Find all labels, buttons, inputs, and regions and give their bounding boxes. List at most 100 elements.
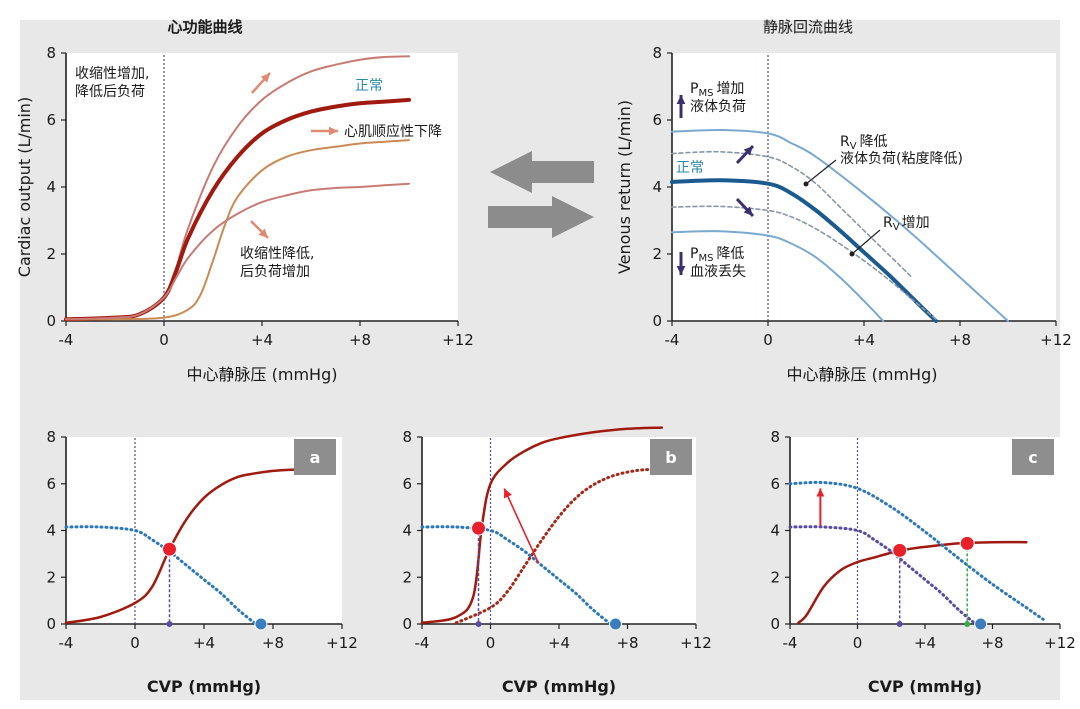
panel-b-cardiac-improved (420, 426, 664, 625)
y-tick-label-a: 8 (46, 428, 56, 446)
anno-increase-contractility-1: 收缩性增加, (75, 66, 149, 82)
x-tick-label-a: 0 (130, 634, 140, 652)
plot-bg-top-right (672, 53, 1056, 321)
anno-pms-increase: PMS 增加 (690, 81, 744, 99)
x-tick-label-top-left: -4 (59, 331, 74, 349)
y-tick-label-a: 0 (46, 615, 56, 633)
y-tick-label-top-left: 8 (46, 44, 56, 62)
panel-b-cardiac-baseline (454, 468, 664, 625)
y-tick-label-a: 6 (46, 475, 56, 493)
venous-curve-pms-decrease (671, 230, 885, 322)
y-tick-label-c: 2 (770, 568, 780, 586)
y-tick-label-top-right: 6 (652, 111, 662, 129)
x-tick-label-top-right: -4 (665, 331, 680, 349)
x-tick-label-c: +12 (1044, 634, 1076, 652)
panel-b-venous-curve (420, 525, 612, 626)
leader-rv-decrease (805, 159, 837, 185)
panel-c-pms-dot (974, 617, 988, 631)
anno-decrease-contractility-2: 后负荷增加 (240, 264, 310, 280)
panel-c-drop-point-new (964, 621, 971, 627)
x-tick-label-c: +8 (981, 634, 1003, 652)
panel-a-venous-curve (64, 525, 258, 626)
panel-badge-b (650, 439, 692, 475)
x-tick-label-c: -4 (783, 634, 798, 652)
arrow-pms-down-head (676, 265, 686, 275)
y-tick-label-a: 4 (46, 522, 56, 540)
xlabel-cvp-a: CVP (mmHg) (147, 677, 261, 696)
x-tick-label-a: +4 (193, 634, 215, 652)
panel-a-equilibrium-dot (162, 541, 177, 557)
x-tick-label-a: +8 (262, 634, 284, 652)
x-tick-label-c: +4 (914, 634, 936, 652)
x-tick-label-top-right: 0 (763, 331, 773, 349)
panel-a-cardiac-curve (64, 468, 309, 625)
xlabel-cvp-top-right: 中心静脉压 (mmHg) (787, 365, 938, 384)
panel-b-shift-arrow-shaft (503, 488, 540, 564)
ylabel-venous-return: Venous return (L/min) (615, 100, 634, 274)
arrow-pms-up-head (676, 95, 686, 105)
plot-bg-top-left (66, 53, 458, 321)
title-venous-return: 静脉回流曲线 (763, 18, 853, 36)
anno-rv-decrease: RV 降低 (840, 134, 888, 152)
y-tick-label-b: 6 (402, 475, 412, 493)
panel-b-drop-point (475, 621, 482, 627)
x-tick-label-b: -4 (415, 634, 430, 652)
arrow-decrease-head (258, 228, 268, 238)
xlabel-cvp-b: CVP (mmHg) (502, 677, 616, 696)
y-tick-label-top-left: 2 (46, 245, 56, 263)
panel-c-drop-point-baseline (896, 621, 903, 627)
leader-rv-increase (851, 229, 881, 255)
anno-rv-decrease-reason: 液体负荷(粘度降低) (840, 151, 963, 167)
y-tick-label-top-left: 0 (46, 312, 56, 330)
y-tick-label-top-left: 4 (46, 178, 56, 196)
panel-a-drop-point (166, 621, 173, 627)
panel-c-equilibrium-dot-new (959, 535, 975, 551)
anno-fluid-load: 液体负荷 (690, 99, 746, 115)
panel-b-equilibrium-dot (471, 520, 487, 536)
arrow-rv-up-head (743, 206, 753, 216)
y-tick-label-a: 2 (46, 568, 56, 586)
x-tick-label-top-right: +12 (1040, 331, 1072, 349)
panel-c-shift-arrow-head (816, 488, 825, 497)
leader-dot-rv-decrease (803, 181, 809, 187)
panel-label-a: a (310, 448, 321, 467)
anno-decrease-contractility-1: 收缩性降低, (240, 246, 314, 262)
title-cardiac-function: 心功能曲线 (167, 18, 242, 36)
arrow-rv-down-head (743, 146, 753, 156)
x-tick-label-top-left: +8 (349, 331, 371, 349)
panel-c-equilibrium-dot-baseline (892, 542, 908, 558)
y-tick-label-b: 4 (402, 522, 412, 540)
y-tick-label-top-right: 4 (652, 178, 662, 196)
cardiac-curve-decreased (65, 182, 410, 321)
x-tick-label-a: +12 (326, 634, 358, 652)
x-tick-label-c: 0 (853, 634, 863, 652)
y-tick-label-c: 6 (770, 475, 780, 493)
x-tick-label-top-left: 0 (159, 331, 169, 349)
x-tick-label-b: 0 (486, 634, 496, 652)
venous-curve-rv-decrease (671, 150, 913, 279)
y-tick-label-c: 8 (770, 428, 780, 446)
panel-label-b: b (665, 448, 676, 467)
panel-b-shift-arrow-head (503, 488, 512, 499)
y-tick-label-top-left: 6 (46, 111, 56, 129)
y-tick-label-b: 2 (402, 568, 412, 586)
panel-label-c: c (1028, 448, 1037, 467)
arrow-compliance-head (328, 126, 338, 136)
y-tick-label-b: 8 (402, 428, 412, 446)
panel-c-venous-baseline (788, 525, 978, 626)
anno-blood-loss: 血液丢失 (690, 264, 746, 280)
y-tick-label-c: 0 (770, 615, 780, 633)
y-tick-label-top-right: 0 (652, 312, 662, 330)
arrow-right-gray (488, 196, 594, 238)
x-tick-label-top-right: +4 (853, 331, 875, 349)
x-tick-label-a: -4 (59, 634, 74, 652)
x-tick-label-b: +8 (616, 634, 638, 652)
arrow-increase-head (260, 73, 270, 83)
panel-badge-c (1012, 439, 1054, 475)
y-tick-label-b: 0 (402, 615, 412, 633)
anno-increase-contractility-2: 降低后负荷 (75, 84, 145, 100)
x-tick-label-b: +4 (548, 634, 570, 652)
xlabel-cvp-c: CVP (mmHg) (868, 677, 982, 696)
arrow-left-gray (490, 151, 594, 193)
